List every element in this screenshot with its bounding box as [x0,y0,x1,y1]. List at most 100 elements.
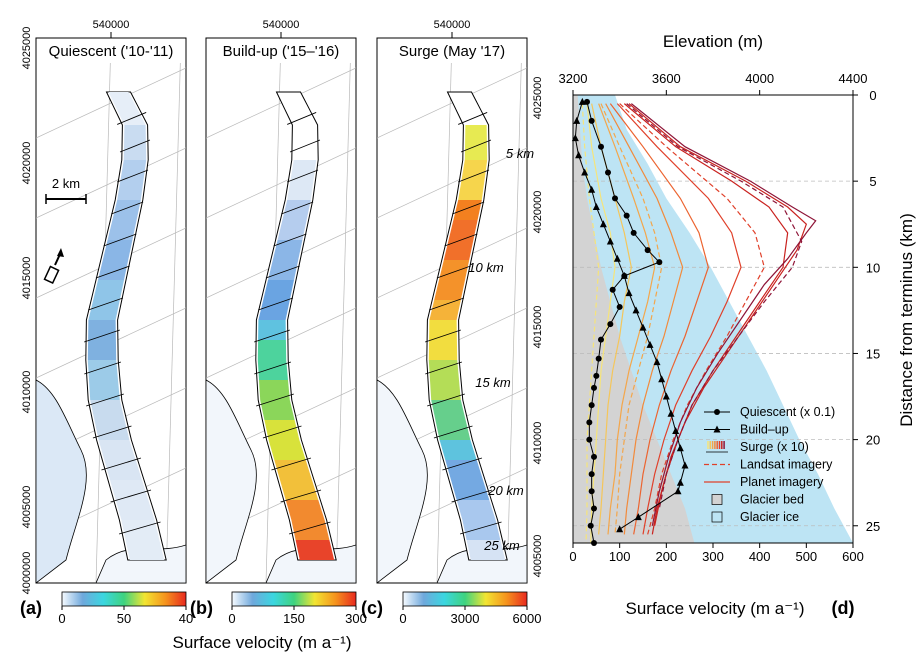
map-y-tick-label: 4010000 [21,371,33,414]
map-y-tick-label: 4015000 [21,257,33,300]
cross-section-line [88,297,124,311]
x2-axis-label: Elevation (m) [663,32,763,51]
map-x-tick-label: 540000 [263,19,300,31]
velocity-cell [268,260,299,280]
velocity-cell [104,460,142,480]
velocity-cell [107,220,137,240]
y-tick-label: 10 [866,260,880,275]
colorbar-tick-label: 40 [179,611,193,626]
colorbar-axis-label: Surface velocity (m a⁻¹) [172,633,351,652]
buildup-marker [658,375,666,383]
scale-bar-label: 2 km [52,176,80,191]
surge-landsat-line [600,103,663,535]
legend-label: Glacier ice [740,510,799,524]
quiescent-marker [656,259,663,266]
velocity-cell [458,180,485,200]
colorbar-tick-label: 0 [58,611,65,626]
cross-section-line [84,329,120,343]
glacier-bed-area [573,95,695,543]
km-marker: 5 km [506,146,534,161]
map-y-tick-label: 4015000 [532,306,544,349]
x-tick-label: 300 [702,549,724,564]
cross-section-line [116,169,149,183]
velocity-cell [274,460,312,480]
cross-section-line [425,361,463,375]
panel-label: (c) [361,598,383,618]
buildup-marker [581,168,589,176]
velocity-cell [87,340,117,360]
surge-planet-line [628,103,808,526]
buildup-marker [681,461,689,469]
legend-label: Quiescent (x 0.1) [740,405,835,419]
north-arrow-head [57,248,64,257]
cross-section-line [457,169,490,183]
cross-section-line [117,111,147,125]
velocity-cell [258,300,290,320]
buildup-marker [632,306,640,314]
quiescent-marker [644,247,651,254]
buildup-marker [571,134,579,142]
map-y-tick-label: 4005000 [21,486,33,529]
y-tick-label: 20 [866,433,880,448]
velocity-cell [123,142,147,160]
surge-planet-line [630,103,817,526]
velocity-cell [280,480,319,500]
buildup-marker [634,513,642,521]
quiescent-marker [630,229,637,236]
colorbar-tick-label: 0 [228,611,235,626]
velocity-cell [263,280,294,300]
graticule-line [335,63,351,583]
map-panel-3: Surge (May '17) 540000 (c) 0 3000 6000 [361,19,541,626]
velocity-cell [428,360,459,380]
y-tick-label: 5 [869,174,876,189]
colorbar-tick-label: 50 [117,611,131,626]
map-y-tick-label: 4020000 [21,142,33,185]
cross-section-line [425,329,461,343]
x-tick-label: 500 [795,549,817,564]
map-content [377,63,527,583]
legend-label: Surge (x 10) [740,440,809,454]
cross-section-line [111,201,144,215]
velocity-cell [117,180,144,200]
graticule-line [36,67,186,139]
map-y-tick-label: 4000000 [21,552,33,595]
buildup-marker [575,151,583,159]
velocity-cell [429,320,457,340]
map-title: Build-up ('15–'16) [223,43,340,60]
quiescent-marker [623,212,630,219]
x2-tick-label: 3200 [559,71,588,86]
velocity-cell [93,280,124,300]
cross-section-line [92,425,132,439]
cross-section-line [442,457,483,471]
cross-section-line [286,169,319,183]
cross-section-line [459,521,502,535]
colorbar-tick-label: 300 [345,611,367,626]
graticule-line [206,147,356,219]
legend-label: Planet imagery [740,475,824,489]
velocity-cell [258,320,286,340]
cross-section-line [84,361,122,375]
velocity-cell [260,400,295,420]
panel-label: (d) [832,598,855,618]
cross-section-line [262,425,302,439]
graticule-line [36,147,186,219]
velocity-cell [264,420,300,440]
velocity-cell [108,92,138,109]
surge-landsat-line [626,103,803,509]
map-y-tick-label: 4005000 [532,535,544,578]
quiescent-marker [598,336,604,343]
quiescent-marker [588,488,595,495]
map-y-tick-label: 4025000 [21,27,33,70]
buildup-marker [662,392,670,400]
velocity-cell [434,280,465,300]
x2-tick-label: 4000 [745,71,774,86]
velocity-cell [89,380,120,400]
cross-section-line [119,139,151,153]
quiescent-marker [612,195,618,202]
cross-section-line [429,297,465,311]
velocity-cell [439,440,477,460]
velocity-cell [259,380,290,400]
map-content [36,63,186,583]
cross-section-line [101,457,142,471]
map-y-tick-label: 4010000 [532,422,544,465]
